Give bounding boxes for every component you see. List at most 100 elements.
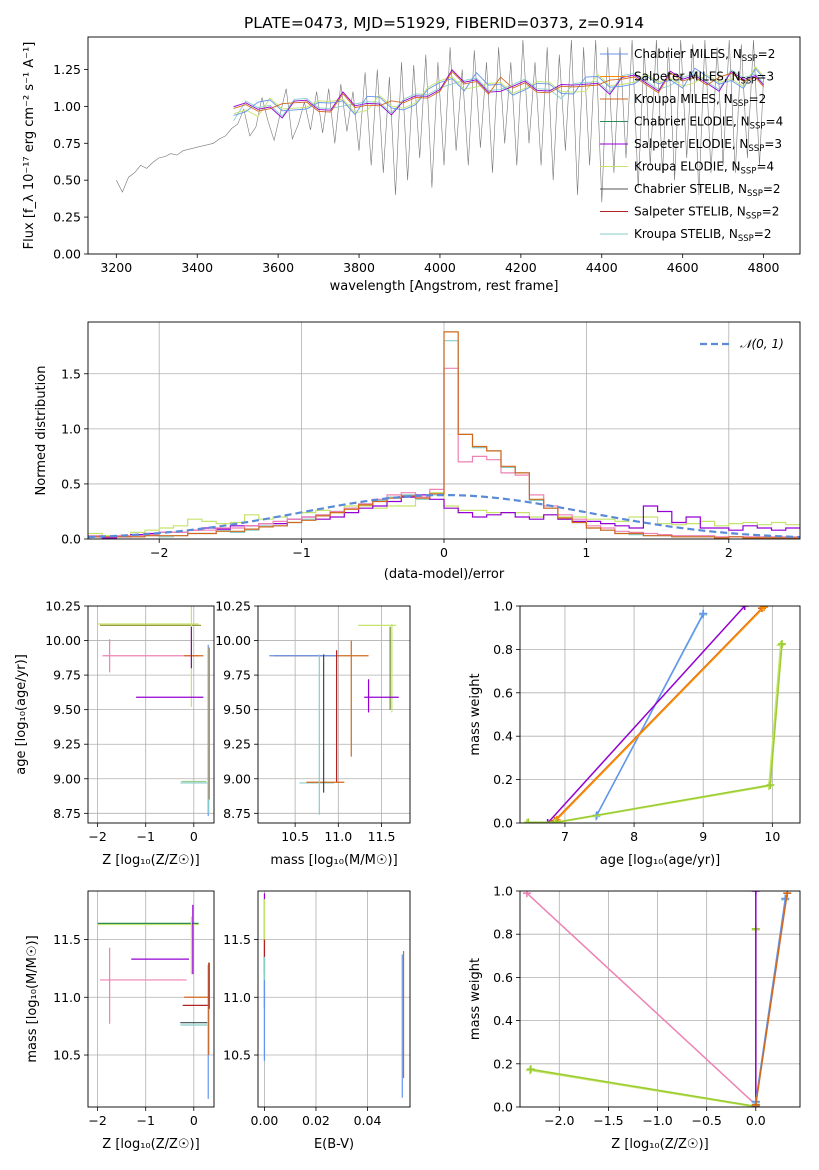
x-tick-label: 3200 bbox=[100, 260, 132, 275]
legend-sub: SSP bbox=[746, 212, 762, 222]
x-tick-label: 11.0 bbox=[324, 829, 352, 844]
legend-entry: Chabrier MILES, NSSP=2 bbox=[634, 47, 775, 64]
legend-tail: =2 bbox=[754, 227, 772, 241]
data-point-marker bbox=[524, 818, 533, 823]
legend-tail: =2 bbox=[762, 205, 780, 219]
mass_vs_ebv-plot-area bbox=[258, 891, 410, 1107]
legend-sub: SSP bbox=[747, 189, 763, 199]
legend-tail: =2 bbox=[749, 92, 767, 106]
series-line bbox=[530, 928, 757, 1107]
legend-entry: Salpeter MILES, NSSP=3 bbox=[634, 70, 774, 87]
age_vs_Z-chart: −2 −1 0 8.75 9.00 9.25 9.50 9.75 10.00 10.25 Z [lo… bbox=[14, 599, 215, 868]
legend-label: Salpeter STELIB, N bbox=[634, 205, 746, 219]
y-tick-label: 9.25 bbox=[53, 737, 81, 752]
y-tick-label: 8.75 bbox=[223, 806, 251, 821]
y-tick-label: 9.75 bbox=[223, 668, 251, 683]
plot-frame bbox=[257, 890, 411, 1108]
y-tick-label: 10.25 bbox=[215, 599, 251, 614]
legend-label: Kroupa ELODIE, N bbox=[634, 160, 741, 174]
data-point-marker bbox=[543, 819, 552, 823]
residuals-plot-area bbox=[88, 322, 800, 539]
y-axis-label: age [log₁₀(age/yr)] bbox=[14, 654, 29, 775]
x-axis-label: Z [log₁₀(Z/Z☉)] bbox=[102, 853, 199, 868]
mass_weight_vs_age-chart: 7 8 9 10 0.0 0.2 0.4 0.6 0.8 1.0 age [log₁₀(age/yr… bbox=[468, 599, 801, 868]
legend-label: Kroupa MILES, N bbox=[634, 92, 733, 106]
legend-tail: =4 bbox=[756, 160, 774, 174]
figure-title: PLATE=0473, MJD=51929, FIBERID=0373, z=0… bbox=[244, 14, 644, 32]
x-tick-label: 0.02 bbox=[302, 1113, 330, 1128]
age_vs_mass-chart: 10.5 11.0 11.5 8.75 9.00 9.25 9.50 9.75 10.00 10.… bbox=[215, 599, 411, 868]
x-tick-label: −1 bbox=[292, 545, 310, 560]
y-tick-label: 0.4 bbox=[493, 729, 513, 744]
residuals-chart: −2 −1 0 1 2 0.0 0.5 1.0 1.5 (data-model)/error Nor… bbox=[34, 321, 801, 582]
y-tick-label: 0.8 bbox=[493, 927, 513, 942]
x-tick-label: 4000 bbox=[424, 260, 456, 275]
series-line bbox=[596, 613, 704, 816]
x-tick-label: 0.04 bbox=[354, 1113, 382, 1128]
x-tick-label: 8 bbox=[630, 829, 638, 844]
y-tick-label: 0.4 bbox=[493, 1013, 513, 1028]
data-point-marker bbox=[525, 1066, 534, 1075]
x-tick-label: 3400 bbox=[181, 260, 213, 275]
data-point-marker bbox=[526, 1065, 535, 1074]
plot-frame bbox=[87, 605, 215, 824]
gaussian-curve bbox=[88, 494, 800, 539]
y-axis-label: mass [log₁₀(M/M☉)] bbox=[25, 935, 40, 1062]
y-tick-label: 0.25 bbox=[53, 210, 81, 225]
mass_vs_Z-plot-area bbox=[88, 891, 214, 1107]
y-tick-label: 10.5 bbox=[223, 1048, 251, 1063]
mass_weight_vs_Z-chart: −2.0 −1.5 −1.0 −0.5 0.0 0.0 0.2 0.4 0.6 0.8 1.0 Z [… bbox=[468, 884, 801, 1152]
y-axis-label: mass weight bbox=[468, 673, 483, 755]
x-tick-label: 4200 bbox=[505, 260, 537, 275]
legend-entry: Kroupa ELODIE, NSSP=4 bbox=[634, 160, 774, 177]
legend-label: Chabrier ELODIE, N bbox=[634, 115, 750, 129]
x-tick-label: 4400 bbox=[586, 260, 618, 275]
y-tick-label: 0.0 bbox=[61, 532, 81, 547]
histogram-step bbox=[88, 367, 800, 538]
spectrum-chart: 3200 3400 3600 3800 4000 4200 4400 4600 4800 0.00… bbox=[22, 36, 801, 294]
data-point-marker bbox=[776, 641, 785, 650]
x-tick-label: −1 bbox=[136, 829, 154, 844]
y-tick-label: 1.0 bbox=[493, 884, 513, 899]
x-tick-label: −2 bbox=[88, 829, 106, 844]
mass_weight_vs_Z-plot-area bbox=[520, 891, 800, 1107]
x-tick-label: −2 bbox=[150, 545, 168, 560]
legend-sub: SSP bbox=[741, 77, 757, 87]
y-tick-label: 0.0 bbox=[493, 1100, 513, 1115]
legend-entry: 𝒩(0, 1) bbox=[740, 337, 784, 351]
y-tick-label: 1.5 bbox=[61, 366, 81, 381]
x-tick-label: 0 bbox=[190, 829, 198, 844]
legend-sub: SSP bbox=[733, 99, 749, 109]
data-point-marker bbox=[740, 606, 749, 610]
mass_weight_vs_age-plot-area bbox=[520, 606, 800, 823]
data-point-marker bbox=[766, 781, 775, 790]
x-tick-label: −1.5 bbox=[593, 1113, 623, 1128]
spectrum-plot-area bbox=[116, 39, 764, 203]
plot-frame bbox=[87, 321, 801, 540]
y-tick-label: 9.50 bbox=[223, 702, 251, 717]
y-tick-label: 1.0 bbox=[61, 421, 81, 436]
legend-sub: SSP bbox=[748, 144, 764, 154]
x-axis-label: Z [log₁₀(Z/Z☉)] bbox=[611, 1137, 708, 1152]
data-point-marker bbox=[751, 1100, 760, 1107]
y-tick-label: 0.75 bbox=[53, 136, 81, 151]
series-line bbox=[526, 892, 757, 1106]
x-tick-label: 3800 bbox=[343, 260, 375, 275]
mass_vs_ebv-chart: 0.00 0.02 0.04 10.5 11.0 11.5 E(B-V) bbox=[223, 890, 411, 1152]
x-tick-label: −2.0 bbox=[544, 1113, 574, 1128]
series-data-line bbox=[116, 39, 764, 203]
y-tick-label: 10.00 bbox=[215, 633, 251, 648]
x-tick-label: 3600 bbox=[262, 260, 294, 275]
x-tick-label: 0 bbox=[440, 545, 448, 560]
x-tick-label: −2 bbox=[88, 1113, 106, 1128]
y-tick-label: 9.00 bbox=[53, 771, 81, 786]
series-line bbox=[529, 929, 757, 1107]
y-tick-label: 1.25 bbox=[53, 62, 81, 77]
legend-entry: Salpeter STELIB, NSSP=2 bbox=[634, 205, 779, 222]
data-point-marker bbox=[760, 606, 769, 612]
age_vs_Z-plot-area bbox=[88, 606, 214, 823]
x-tick-label: −1 bbox=[136, 1113, 154, 1128]
data-point-marker bbox=[699, 609, 708, 618]
x-tick-label: −0.5 bbox=[691, 1113, 721, 1128]
legend-sub: SSP bbox=[750, 122, 766, 132]
